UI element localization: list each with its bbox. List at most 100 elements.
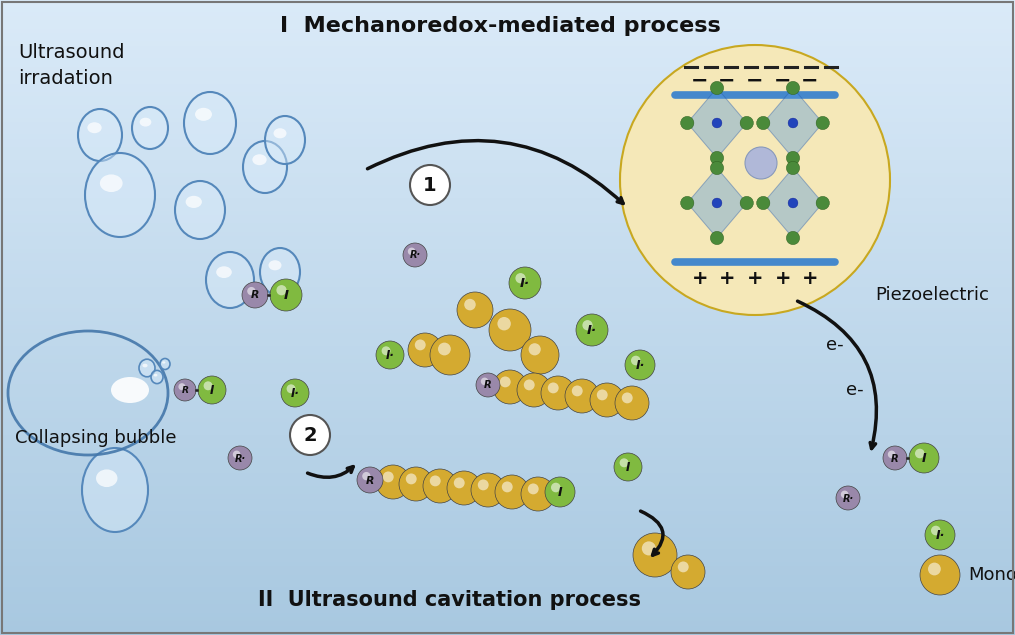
Circle shape bbox=[925, 520, 955, 550]
Bar bbox=[0, 309, 1015, 314]
Bar bbox=[0, 279, 1015, 284]
Ellipse shape bbox=[153, 374, 157, 377]
Text: R: R bbox=[484, 380, 492, 391]
Bar bbox=[0, 483, 1015, 487]
Text: R: R bbox=[251, 290, 259, 300]
Bar bbox=[0, 170, 1015, 174]
Bar bbox=[0, 237, 1015, 242]
Circle shape bbox=[931, 526, 941, 535]
Text: I: I bbox=[922, 452, 927, 465]
Circle shape bbox=[281, 379, 309, 407]
Bar bbox=[0, 21, 1015, 26]
Text: II  Ultrasound cavitation process: II Ultrasound cavitation process bbox=[259, 590, 641, 610]
Bar bbox=[0, 364, 1015, 369]
Circle shape bbox=[909, 443, 939, 473]
Circle shape bbox=[615, 386, 649, 420]
Circle shape bbox=[429, 476, 441, 486]
Text: −: − bbox=[691, 71, 708, 91]
Bar bbox=[0, 173, 1015, 178]
Bar bbox=[0, 525, 1015, 530]
Polygon shape bbox=[763, 88, 823, 158]
Circle shape bbox=[399, 467, 433, 501]
Bar bbox=[0, 521, 1015, 525]
Bar bbox=[0, 436, 1015, 441]
Bar bbox=[0, 34, 1015, 39]
Circle shape bbox=[276, 285, 286, 295]
Bar bbox=[0, 43, 1015, 47]
Bar bbox=[0, 84, 1015, 90]
Bar bbox=[0, 487, 1015, 491]
Bar bbox=[0, 271, 1015, 276]
Circle shape bbox=[476, 373, 500, 397]
Bar bbox=[0, 152, 1015, 157]
Bar bbox=[0, 51, 1015, 55]
Circle shape bbox=[756, 196, 770, 210]
Text: I·: I· bbox=[635, 359, 645, 372]
Bar bbox=[0, 72, 1015, 77]
Circle shape bbox=[516, 273, 526, 283]
Text: Ultrasound
irradation: Ultrasound irradation bbox=[18, 43, 125, 88]
Bar bbox=[0, 572, 1015, 576]
Text: R·: R· bbox=[842, 493, 854, 504]
Circle shape bbox=[376, 341, 404, 369]
Bar bbox=[0, 322, 1015, 326]
Bar bbox=[0, 305, 1015, 309]
Bar bbox=[0, 89, 1015, 93]
Circle shape bbox=[495, 475, 529, 509]
Bar bbox=[0, 381, 1015, 385]
Bar bbox=[0, 110, 1015, 115]
Text: e-: e- bbox=[847, 381, 864, 399]
Ellipse shape bbox=[273, 128, 286, 138]
Circle shape bbox=[620, 45, 890, 315]
Circle shape bbox=[242, 282, 268, 308]
Text: R·: R· bbox=[409, 250, 420, 260]
Circle shape bbox=[248, 287, 256, 295]
Circle shape bbox=[438, 343, 451, 356]
Bar bbox=[0, 343, 1015, 347]
Text: Collapsing bubble: Collapsing bubble bbox=[15, 429, 177, 447]
Circle shape bbox=[357, 467, 383, 493]
Circle shape bbox=[920, 555, 960, 595]
Circle shape bbox=[415, 340, 425, 351]
Circle shape bbox=[740, 196, 753, 210]
Polygon shape bbox=[687, 88, 747, 158]
Circle shape bbox=[376, 465, 410, 499]
Circle shape bbox=[678, 561, 689, 572]
Circle shape bbox=[521, 336, 559, 374]
Text: I: I bbox=[557, 486, 562, 499]
Circle shape bbox=[816, 196, 829, 210]
Bar bbox=[0, 351, 1015, 356]
Bar bbox=[0, 119, 1015, 123]
Text: I: I bbox=[626, 461, 630, 474]
Circle shape bbox=[745, 147, 777, 179]
Bar bbox=[0, 250, 1015, 255]
Bar bbox=[0, 462, 1015, 466]
Ellipse shape bbox=[206, 252, 254, 308]
Circle shape bbox=[710, 231, 724, 244]
Circle shape bbox=[713, 198, 722, 208]
Bar bbox=[0, 182, 1015, 187]
Circle shape bbox=[489, 309, 531, 351]
Bar bbox=[0, 500, 1015, 504]
Circle shape bbox=[204, 382, 212, 391]
Circle shape bbox=[576, 314, 608, 346]
Circle shape bbox=[915, 449, 925, 458]
Bar bbox=[0, 216, 1015, 220]
Bar bbox=[0, 199, 1015, 204]
Circle shape bbox=[383, 471, 394, 483]
Circle shape bbox=[541, 376, 576, 410]
Bar bbox=[0, 614, 1015, 618]
Bar bbox=[0, 267, 1015, 271]
Bar bbox=[0, 148, 1015, 153]
Circle shape bbox=[499, 377, 511, 387]
Circle shape bbox=[408, 248, 415, 255]
Ellipse shape bbox=[265, 116, 304, 164]
Ellipse shape bbox=[142, 364, 147, 368]
Bar bbox=[0, 258, 1015, 263]
Circle shape bbox=[583, 320, 593, 330]
Bar bbox=[0, 559, 1015, 563]
Text: Piezoelectric: Piezoelectric bbox=[875, 286, 989, 304]
Bar bbox=[0, 415, 1015, 420]
Circle shape bbox=[571, 385, 583, 396]
Circle shape bbox=[481, 378, 488, 385]
